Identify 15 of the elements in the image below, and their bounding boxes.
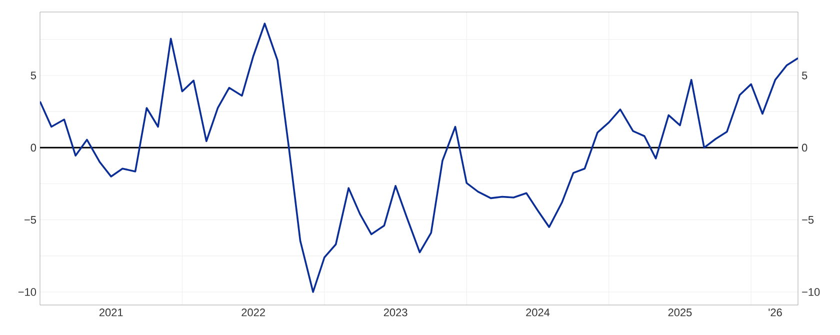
y2-tick-label: 5: [802, 72, 808, 80]
y-tick-label: 0: [30, 144, 36, 152]
y-tick-label: 5: [30, 72, 36, 80]
y2-tick-label: −10: [802, 288, 820, 296]
x-tick-label: 2022: [242, 308, 265, 316]
x-tick-label: 2024: [526, 308, 550, 316]
y-tick-label: −10: [18, 288, 36, 296]
x-tick-label: 2021: [99, 308, 123, 316]
line-series: [40, 22, 798, 293]
x-tick-label: '26: [768, 308, 782, 316]
x-tick-label: 2023: [384, 308, 408, 316]
x-tick-label: 2025: [668, 308, 692, 316]
y-tick-label: −5: [24, 216, 36, 224]
y2-tick-label: 0: [802, 144, 808, 152]
y2-tick-label: −5: [802, 216, 814, 224]
